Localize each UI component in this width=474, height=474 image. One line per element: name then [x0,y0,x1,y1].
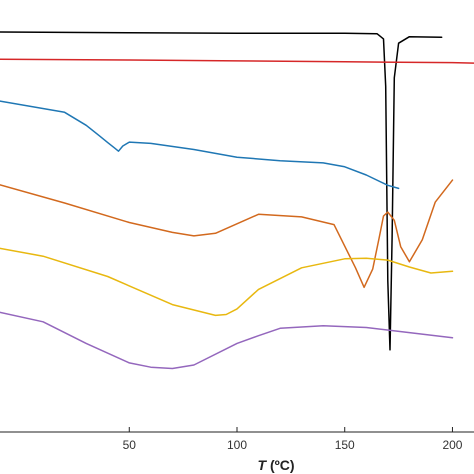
series-line-1 [0,31,443,351]
x-axis-label-variable: T [258,457,268,473]
series-line-5 [0,247,454,317]
series-line-4 [0,179,454,289]
series-line-2 [0,58,474,64]
series-line-6 [0,311,454,370]
x-tick-label-150: 150 [335,438,355,452]
plot-series-group [0,31,474,370]
x-axis-label: T (ºC) [258,457,295,473]
x-tick-label-100: 100 [227,438,247,452]
x-axis-label-unit: (ºC) [266,457,294,473]
x-tick-label-200: 200 [442,438,462,452]
x-axis-ticks: 50 100 150 200 [123,427,463,452]
x-tick-label-50: 50 [123,438,137,452]
series-line-3 [0,100,400,190]
